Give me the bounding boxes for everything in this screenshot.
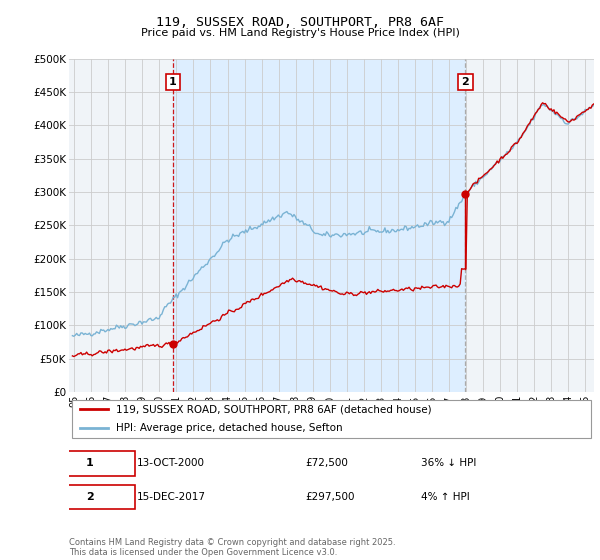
Text: 2: 2	[461, 77, 469, 87]
FancyBboxPatch shape	[46, 451, 134, 476]
Text: 4% ↑ HPI: 4% ↑ HPI	[421, 492, 470, 502]
Text: £297,500: £297,500	[305, 492, 355, 502]
Text: 119, SUSSEX ROAD, SOUTHPORT, PR8 6AF: 119, SUSSEX ROAD, SOUTHPORT, PR8 6AF	[156, 16, 444, 29]
Text: 1: 1	[169, 77, 176, 87]
Text: 119, SUSSEX ROAD, SOUTHPORT, PR8 6AF (detached house): 119, SUSSEX ROAD, SOUTHPORT, PR8 6AF (de…	[116, 404, 432, 414]
FancyBboxPatch shape	[71, 400, 592, 437]
Text: Contains HM Land Registry data © Crown copyright and database right 2025.
This d: Contains HM Land Registry data © Crown c…	[69, 538, 395, 557]
Text: HPI: Average price, detached house, Sefton: HPI: Average price, detached house, Seft…	[116, 423, 343, 433]
Text: 1: 1	[86, 459, 94, 468]
Text: 15-DEC-2017: 15-DEC-2017	[137, 492, 206, 502]
Text: 36% ↓ HPI: 36% ↓ HPI	[421, 459, 476, 468]
Text: Price paid vs. HM Land Registry's House Price Index (HPI): Price paid vs. HM Land Registry's House …	[140, 28, 460, 38]
Text: £72,500: £72,500	[305, 459, 348, 468]
Text: 2: 2	[86, 492, 94, 502]
Bar	[173, 59, 466, 392]
Text: 13-OCT-2000: 13-OCT-2000	[137, 459, 205, 468]
FancyBboxPatch shape	[46, 484, 134, 510]
